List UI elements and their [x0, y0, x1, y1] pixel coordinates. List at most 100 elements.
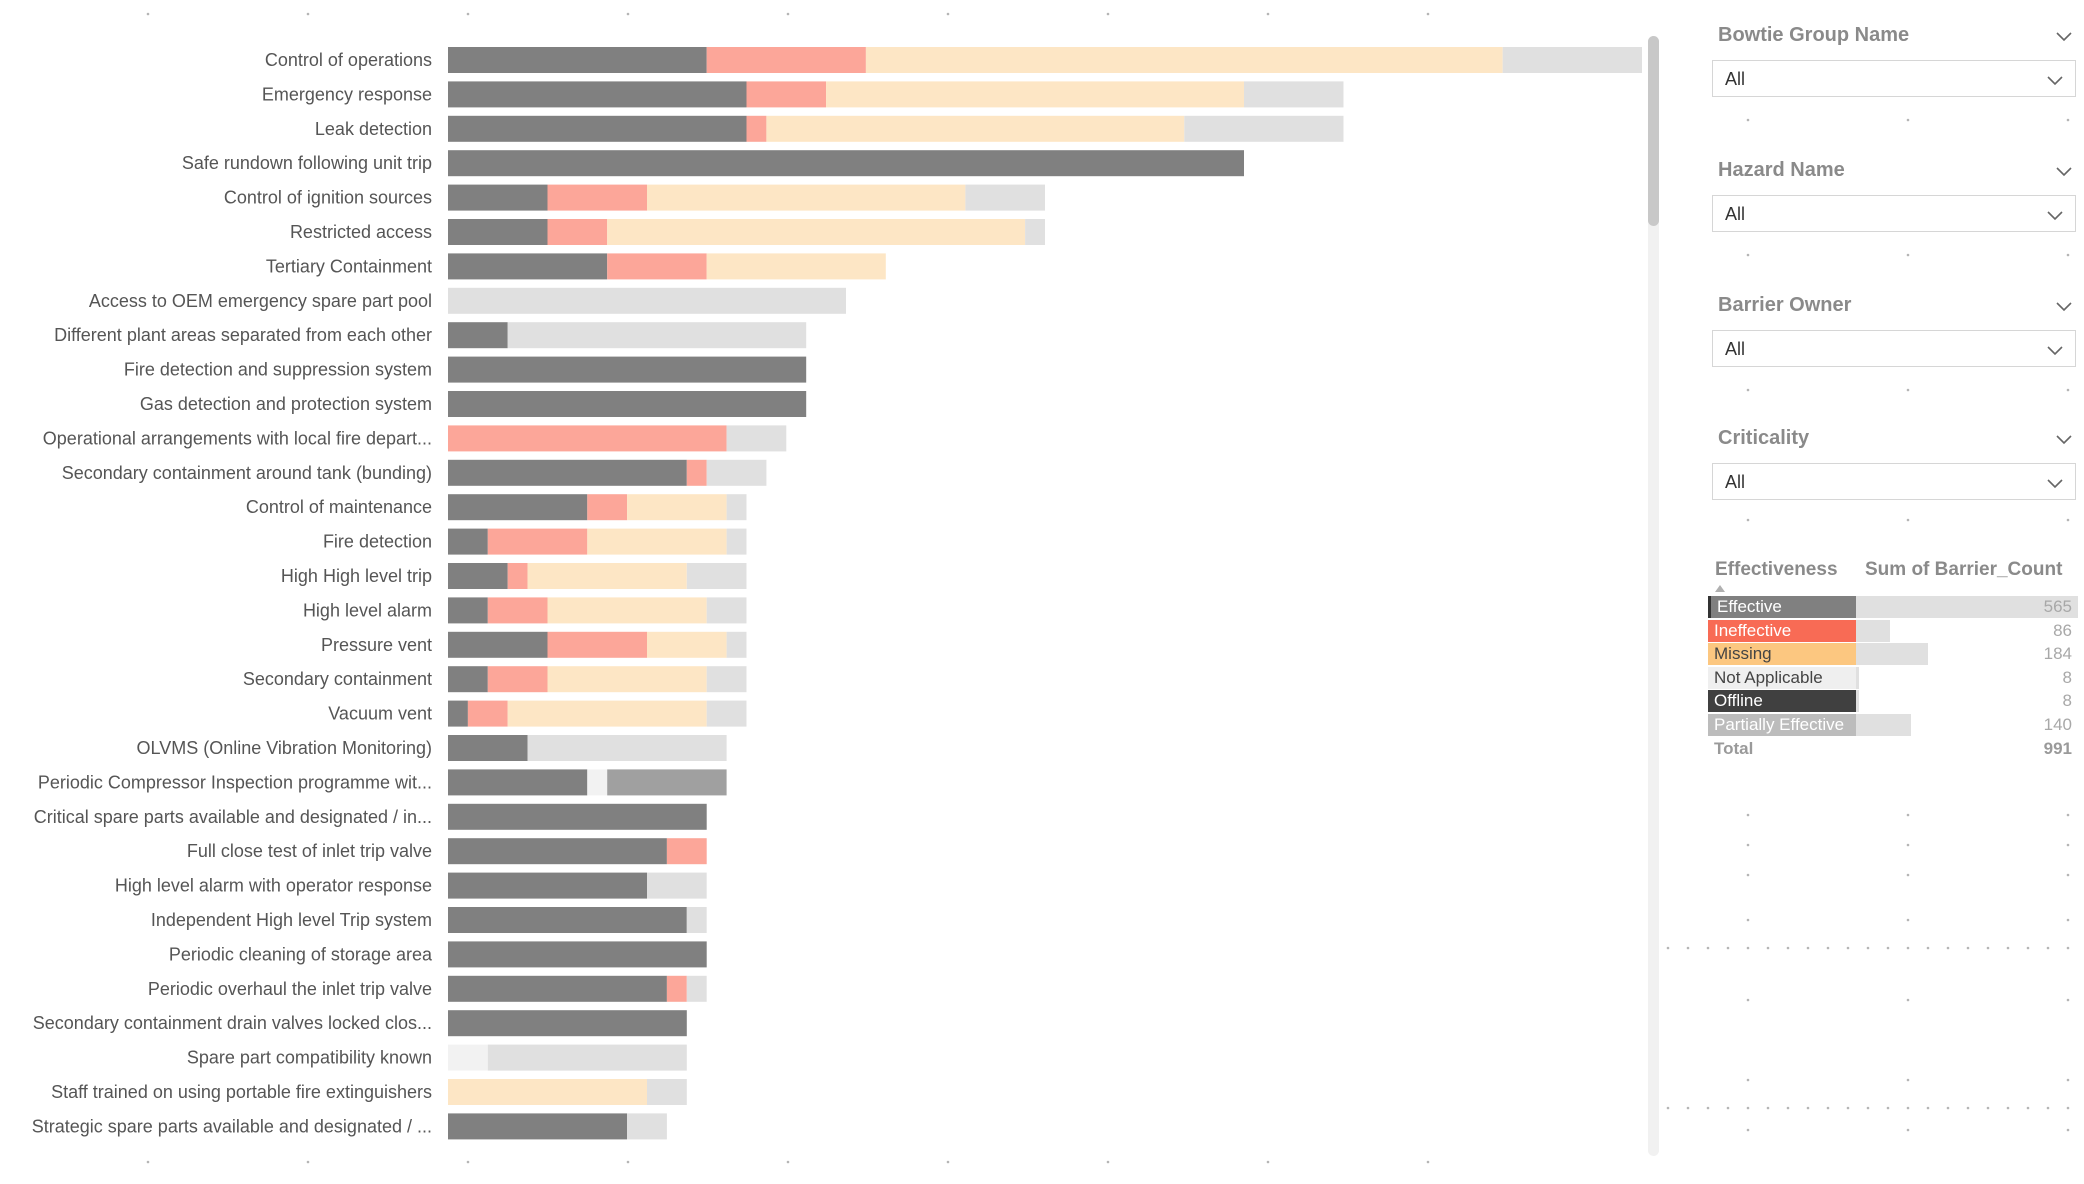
slicer-dropdown-hazard-name[interactable]: All [1712, 195, 2076, 232]
bar-segment-partially-effective[interactable] [647, 1079, 687, 1105]
table-row[interactable]: Missing 184 [1708, 643, 2078, 667]
bar-segment-effective[interactable] [448, 907, 687, 933]
bar-segment-partially-effective[interactable] [686, 563, 747, 589]
bar-segment-effective[interactable] [448, 356, 807, 383]
slicer-dropdown-criticality[interactable]: All [1712, 463, 2076, 500]
bar-segment-missing[interactable] [547, 666, 707, 693]
collapse-chevron-icon[interactable] [2054, 161, 2074, 181]
bar-segment-missing[interactable] [507, 700, 707, 727]
bar-segment-effective[interactable] [448, 1113, 628, 1140]
bar-segment-effective[interactable] [448, 81, 747, 108]
bar-segment-missing[interactable] [647, 631, 727, 658]
bar-segment-ineffective[interactable] [746, 81, 827, 108]
bar-segment-effective[interactable] [448, 184, 548, 211]
bar-segment-ineffective[interactable] [607, 253, 707, 280]
bar-segment-partially-effective[interactable] [487, 1044, 687, 1071]
collapse-chevron-icon[interactable] [2054, 429, 2074, 449]
table-row[interactable]: Not Applicable 8 [1708, 666, 2078, 690]
bar-segment-missing[interactable] [527, 563, 687, 589]
bar-segment-missing[interactable] [826, 81, 1244, 108]
bar-segment-effective[interactable] [448, 838, 667, 865]
bar-segment-missing[interactable] [587, 528, 727, 555]
bar-segment-offline[interactable] [607, 769, 727, 796]
chart-scrollbar-thumb[interactable] [1648, 36, 1659, 226]
bar-segment-ineffective[interactable] [487, 528, 588, 555]
bar-segment-ineffective[interactable] [448, 425, 727, 452]
bar-segment-ineffective[interactable] [467, 700, 508, 727]
bar-segment-ineffective[interactable] [487, 666, 548, 693]
bar-segment-effective[interactable] [448, 494, 588, 521]
bar-segment-partially-effective[interactable] [965, 184, 1045, 211]
bar-segment-partially-effective[interactable] [686, 975, 707, 1002]
bar-segment-partially-effective[interactable] [1502, 47, 1642, 73]
bar-segment-effective[interactable] [448, 872, 647, 899]
bar-segment-partially-effective[interactable] [1184, 115, 1344, 142]
bar-segment-partially-effective[interactable] [726, 631, 747, 658]
bar-segment-partially-effective[interactable] [507, 322, 807, 349]
bar-segment-missing[interactable] [706, 253, 886, 280]
table-header-effectiveness[interactable]: Effectiveness [1715, 559, 1838, 580]
bar-segment-ineffective[interactable] [547, 631, 648, 658]
bar-segment-effective[interactable] [448, 150, 1244, 177]
bar-segment-missing[interactable] [865, 47, 1503, 73]
bar-segment-effective[interactable] [448, 769, 588, 796]
bar-segment-ineffective[interactable] [547, 184, 648, 211]
bar-segment-effective[interactable] [448, 253, 608, 280]
bar-segment-effective[interactable] [448, 803, 707, 830]
bar-segment-ineffective[interactable] [487, 597, 548, 624]
bar-segment-not-applicable[interactable] [587, 769, 608, 796]
bar-segment-effective[interactable] [448, 941, 707, 968]
bar-segment-partially-effective[interactable] [527, 735, 727, 761]
bar-segment-ineffective[interactable] [706, 47, 866, 73]
bar-segment-partially-effective[interactable] [706, 666, 747, 693]
table-row[interactable]: Effective 565 [1708, 596, 2078, 619]
bar-segment-ineffective[interactable] [666, 975, 687, 1002]
slicer-dropdown-barrier-owner[interactable]: All [1712, 330, 2076, 367]
table-row[interactable]: Ineffective 86 [1708, 619, 2078, 643]
bar-segment-partially-effective[interactable] [706, 700, 747, 727]
table-header-barrier-count[interactable]: Sum of Barrier_Count [1865, 559, 2063, 580]
bar-segment-missing[interactable] [607, 219, 1026, 245]
bar-segment-partially-effective[interactable] [706, 597, 747, 624]
bar-segment-effective[interactable] [448, 47, 707, 73]
bar-segment-ineffective[interactable] [666, 838, 707, 865]
bar-segment-ineffective[interactable] [587, 494, 628, 521]
bar-segment-partially-effective[interactable] [448, 287, 846, 314]
bar-segment-effective[interactable] [448, 631, 548, 658]
bar-segment-missing[interactable] [448, 1079, 647, 1105]
bar-segment-ineffective[interactable] [746, 115, 767, 142]
bar-segment-ineffective[interactable] [547, 219, 608, 245]
bar-segment-ineffective[interactable] [686, 459, 707, 486]
bar-segment-partially-effective[interactable] [647, 872, 707, 899]
table-row[interactable]: Partially Effective 140 [1708, 714, 2078, 737]
bar-segment-effective[interactable] [448, 735, 528, 761]
bar-segment-not-applicable[interactable] [448, 1044, 488, 1071]
bar-segment-missing[interactable] [647, 184, 966, 211]
bar-segment-missing[interactable] [766, 115, 1185, 142]
bar-segment-partially-effective[interactable] [686, 907, 707, 933]
slicer-dropdown-bowtie-group-name[interactable]: All [1712, 60, 2076, 97]
collapse-chevron-icon[interactable] [2054, 296, 2074, 316]
bar-segment-missing[interactable] [547, 597, 707, 624]
bar-segment-partially-effective[interactable] [1025, 219, 1045, 245]
collapse-chevron-icon[interactable] [2054, 26, 2074, 46]
bar-segment-effective[interactable] [448, 322, 508, 349]
bar-segment-effective[interactable] [448, 563, 508, 589]
bar-segment-partially-effective[interactable] [1244, 81, 1344, 108]
chart-scrollbar[interactable] [1648, 36, 1659, 1156]
bar-segment-missing[interactable] [627, 494, 727, 521]
bar-segment-effective[interactable] [448, 219, 548, 245]
bar-segment-effective[interactable] [448, 459, 687, 486]
bar-segment-effective[interactable] [448, 528, 488, 555]
bar-segment-effective[interactable] [448, 597, 488, 624]
bar-segment-partially-effective[interactable] [726, 528, 747, 555]
bar-segment-effective[interactable] [448, 1010, 687, 1037]
bar-segment-effective[interactable] [448, 391, 807, 417]
bar-segment-partially-effective[interactable] [726, 425, 787, 452]
bar-segment-partially-effective[interactable] [627, 1113, 667, 1140]
bar-segment-effective[interactable] [448, 975, 667, 1002]
bar-segment-ineffective[interactable] [507, 563, 528, 589]
bar-segment-partially-effective[interactable] [706, 459, 767, 486]
bar-segment-effective[interactable] [448, 700, 468, 727]
bar-segment-partially-effective[interactable] [726, 494, 747, 521]
